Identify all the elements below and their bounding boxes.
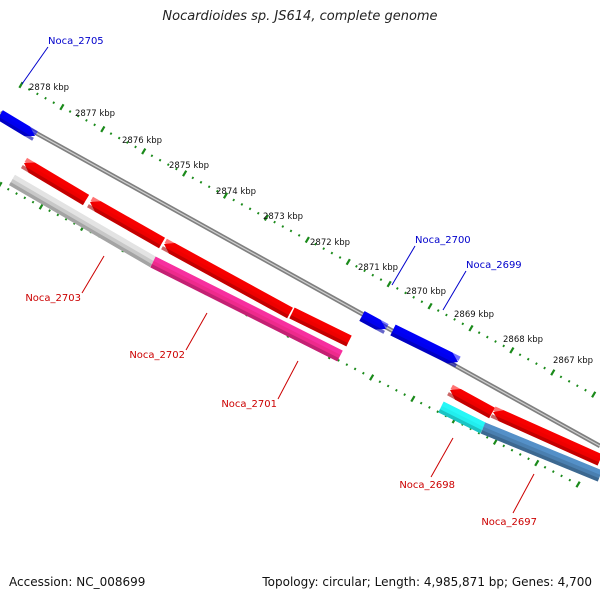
gene-noca-2699-shine <box>393 324 461 361</box>
ruler-ticks-outer <box>18 81 597 398</box>
gene-noca-2702-shine <box>90 196 165 242</box>
gene-noca-2701-b-shine <box>292 307 352 340</box>
callout-leader-line <box>442 270 467 311</box>
gene-noca-2699[interactable] <box>390 324 461 368</box>
feature-noca-2702-shine <box>153 256 343 355</box>
gene-label[interactable]: Noca_2699 <box>466 260 522 271</box>
gene-noca-2701-b-shade <box>289 315 348 347</box>
gene-noca-2698-shine <box>450 384 495 412</box>
genome-backbone <box>0 111 600 448</box>
gene-noca-2702-body <box>90 201 165 249</box>
gene-label[interactable]: Noca_2705 <box>48 36 104 47</box>
ruler-tick-label: 2873 kbp <box>263 212 303 222</box>
callout-noca-2699[interactable]: Noca_2699 <box>442 260 522 311</box>
feature-noca-2698-shine <box>441 401 486 427</box>
ruler-tick-label: 2872 kbp <box>310 238 350 248</box>
gene-noca-2703-shade <box>20 165 85 206</box>
callout-noca-2697[interactable]: Noca_2697 <box>481 473 537 528</box>
gene-callouts: Noca_2705 Noca_2700 Noca_2699 Noca_2703 Noca… <box>21 36 537 528</box>
gene-noca-2700[interactable] <box>359 311 389 334</box>
gene-noca-2703-body <box>24 162 90 206</box>
gene-label[interactable]: Noca_2698 <box>399 480 455 491</box>
ruler-tick-label: 2871 kbp <box>358 263 398 273</box>
ruler-tick-label: 2870 kbp <box>406 287 446 297</box>
topology-summary: Topology: circular; Length: 4,985,871 bp… <box>262 575 592 589</box>
gene-noca-2701-shade <box>161 246 289 319</box>
callout-leader-line <box>391 245 416 286</box>
gene-noca-2701-shine <box>164 238 293 312</box>
gene-noca-2698-shade <box>447 392 491 419</box>
gene-noca-2698-body <box>450 389 495 419</box>
ruler-labels: 2878 kbp 2877 kbp 2876 kbp 2875 kbp 2874 kbp… <box>29 83 593 366</box>
callout-noca-2705[interactable]: Noca_2705 <box>21 36 104 85</box>
gene-noca-2701[interactable] <box>161 238 293 319</box>
ruler-tick-label: 2878 kbp <box>29 83 69 93</box>
outer-tick-line <box>18 81 597 398</box>
map-title: Nocardioides sp. JS614, complete genome <box>162 9 438 24</box>
feature-noca-2697-shade <box>480 430 600 482</box>
gene-noca-2697-shade <box>490 414 600 466</box>
ruler-tick-label: 2877 kbp <box>75 109 115 119</box>
callout-noca-2701[interactable]: Noca_2701 <box>221 360 299 410</box>
backbone-highlight <box>0 112 600 447</box>
feature-noca-2703[interactable] <box>8 174 157 268</box>
accession-text: Accession: NC_008699 <box>9 575 146 589</box>
gene-label[interactable]: Noca_2700 <box>415 235 471 246</box>
callout-leader-line <box>277 360 299 400</box>
gene-noca-2697-shine <box>493 406 600 459</box>
ruler-tick-label: 2869 kbp <box>454 310 494 320</box>
feature-noca-2698-shade <box>438 409 482 434</box>
gene-noca-2705-shade <box>0 117 34 141</box>
gene-label[interactable]: Noca_2697 <box>481 517 537 528</box>
gene-label[interactable]: Noca_2702 <box>129 350 185 361</box>
gene-noca-2703-shine <box>24 157 90 199</box>
ruler-tick-label: 2875 kbp <box>169 161 209 171</box>
callout-leader-line <box>21 46 49 85</box>
feature-noca-2702[interactable] <box>150 256 343 362</box>
feature-noca-2703-shade <box>8 182 152 268</box>
callout-leader-line <box>430 437 454 478</box>
gene-noca-2702[interactable] <box>87 196 165 249</box>
ruler-tick-label: 2874 kbp <box>216 187 256 197</box>
gene-noca-2698[interactable] <box>447 384 495 419</box>
gene-noca-2697[interactable] <box>490 406 600 466</box>
gene-noca-2699-shade <box>390 332 457 368</box>
feature-noca-2697[interactable] <box>480 422 600 482</box>
ruler-tick-label: 2868 kbp <box>503 335 543 345</box>
gene-label[interactable]: Noca_2701 <box>221 399 277 410</box>
gene-track <box>0 110 600 482</box>
ruler-tick-label: 2867 kbp <box>553 356 593 366</box>
callout-noca-2698[interactable]: Noca_2698 <box>399 437 455 491</box>
gene-noca-2705-shine <box>0 110 38 136</box>
gene-noca-2701-body <box>164 243 293 319</box>
callout-noca-2703[interactable]: Noca_2703 <box>25 255 105 304</box>
feature-noca-2702-shade <box>150 264 339 362</box>
gene-noca-2705[interactable] <box>0 110 38 141</box>
callout-leader-line <box>512 473 535 514</box>
gene-noca-2701-b[interactable] <box>289 307 352 347</box>
callout-leader-line <box>81 255 105 294</box>
feature-noca-2703-shine <box>12 174 157 261</box>
gene-noca-2702-shade <box>87 204 161 249</box>
gene-label[interactable]: Noca_2703 <box>25 293 81 304</box>
gene-noca-2700-shine <box>362 311 389 329</box>
callout-leader-line <box>185 312 208 351</box>
callout-noca-2700[interactable]: Noca_2700 <box>391 235 471 286</box>
gene-noca-2700-shade <box>359 317 385 334</box>
gene-noca-2703[interactable] <box>20 157 90 206</box>
feature-noca-2698[interactable] <box>438 401 486 434</box>
callout-noca-2702[interactable]: Noca_2702 <box>129 312 208 361</box>
feature-noca-2697-shine <box>483 422 600 475</box>
ruler-tick-label: 2876 kbp <box>122 136 162 146</box>
